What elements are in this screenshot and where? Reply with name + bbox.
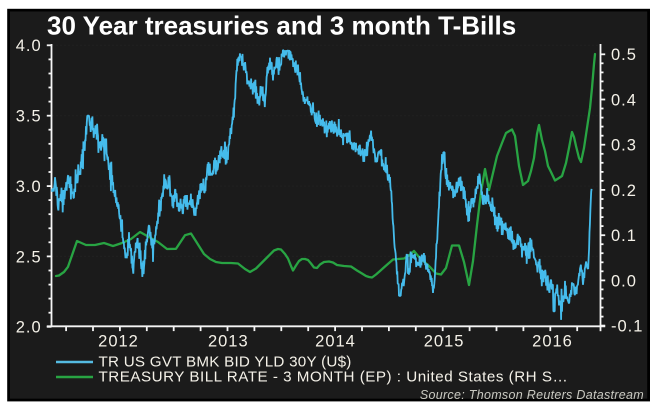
svg-text:-0.1: -0.1 [611, 318, 643, 336]
svg-text:2014: 2014 [315, 332, 356, 350]
svg-text:3.5: 3.5 [16, 108, 42, 126]
svg-text:2.0: 2.0 [16, 319, 42, 337]
svg-text:Source: Thomson Reuters Datast: Source: Thomson Reuters Datastream [420, 388, 644, 402]
svg-text:0.2: 0.2 [611, 182, 637, 200]
svg-text:TR US GVT BMK BID YLD 30Y (U$): TR US GVT BMK BID YLD 30Y (U$) [99, 354, 352, 371]
svg-text:2016: 2016 [532, 332, 573, 350]
svg-text:2.5: 2.5 [16, 248, 42, 266]
svg-text:2015: 2015 [424, 332, 465, 350]
svg-text:0.1: 0.1 [611, 227, 637, 245]
svg-text:0.5: 0.5 [611, 46, 637, 64]
svg-text:2012: 2012 [98, 332, 139, 350]
svg-text:0.4: 0.4 [611, 91, 637, 109]
svg-text:0.0: 0.0 [611, 272, 637, 290]
svg-text:4.0: 4.0 [16, 37, 42, 55]
svg-text:2013: 2013 [208, 332, 249, 350]
svg-text:0.3: 0.3 [611, 137, 637, 155]
svg-text:30 Year treasuries and 3 month: 30 Year treasuries and 3 month T-Bills [47, 11, 516, 41]
svg-text:3.0: 3.0 [16, 178, 42, 196]
svg-text:TREASURY BILL RATE - 3 MONTH (: TREASURY BILL RATE - 3 MONTH (EP) : Unit… [99, 369, 569, 386]
